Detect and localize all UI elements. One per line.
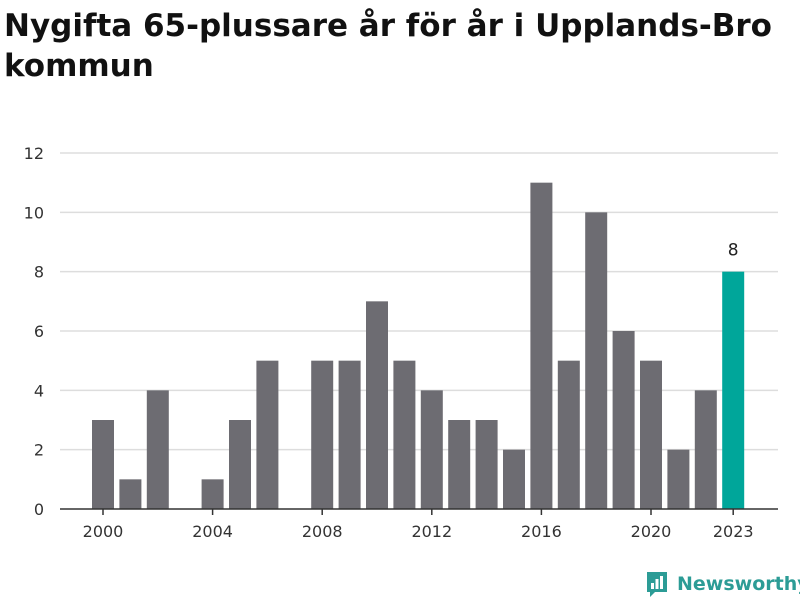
bar-2020 <box>640 360 662 509</box>
bar-2019 <box>612 331 635 509</box>
bar-2018 <box>585 212 608 510</box>
newsworthy-logo-icon <box>647 572 667 597</box>
gridlines <box>60 152 778 451</box>
x-tick-label: 2016 <box>521 522 562 541</box>
y-tick-label: 6 <box>34 322 44 341</box>
bar-2023 <box>722 271 745 509</box>
bar-2016 <box>530 182 553 509</box>
y-tick-label: 2 <box>34 441 44 460</box>
bar-2011 <box>393 360 416 509</box>
y-tick-label: 0 <box>34 500 44 519</box>
bar-2002 <box>146 390 169 509</box>
bar-2022 <box>694 390 717 509</box>
x-tick-label: 2000 <box>83 522 124 541</box>
data-labels: 8 <box>728 241 739 261</box>
x-tick-label: 2020 <box>631 522 672 541</box>
bar-2013 <box>448 420 471 509</box>
y-tick-label: 10 <box>24 203 44 222</box>
bar-2000 <box>92 420 114 509</box>
bar-2001 <box>119 479 142 509</box>
bar-2015 <box>503 449 525 509</box>
x-tick-label: 2012 <box>411 522 452 541</box>
bar-2021 <box>667 449 690 509</box>
bar-2006 <box>256 360 279 509</box>
bar-2014 <box>475 420 498 509</box>
bar-2017 <box>557 360 580 509</box>
x-tick-label: 2008 <box>302 522 343 541</box>
bar-2010 <box>366 301 388 509</box>
chart-title: Nygifta 65-plussare år för år i Upplands… <box>4 8 772 84</box>
y-axis-ticks: 0 2 4 6 8 10 12 <box>24 144 44 519</box>
bar-2008 <box>311 360 334 509</box>
x-tick-label: 2004 <box>192 522 233 541</box>
bar-2004 <box>201 479 224 509</box>
x-axis-ticks: 2000 2004 2008 2012 2016 2020 2023 <box>83 509 754 541</box>
y-tick-label: 8 <box>34 263 44 282</box>
brand: Newsworthy <box>645 569 800 599</box>
bar-2012 <box>420 390 443 509</box>
bars <box>92 182 745 510</box>
y-tick-label: 4 <box>34 381 44 400</box>
data-label-2023: 8 <box>728 241 739 261</box>
bar-2009 <box>338 360 361 509</box>
brand-name: Newsworthy <box>677 573 800 595</box>
bar-2005 <box>229 420 251 509</box>
y-tick-label: 12 <box>24 144 44 163</box>
x-tick-label: 2023 <box>713 522 754 541</box>
